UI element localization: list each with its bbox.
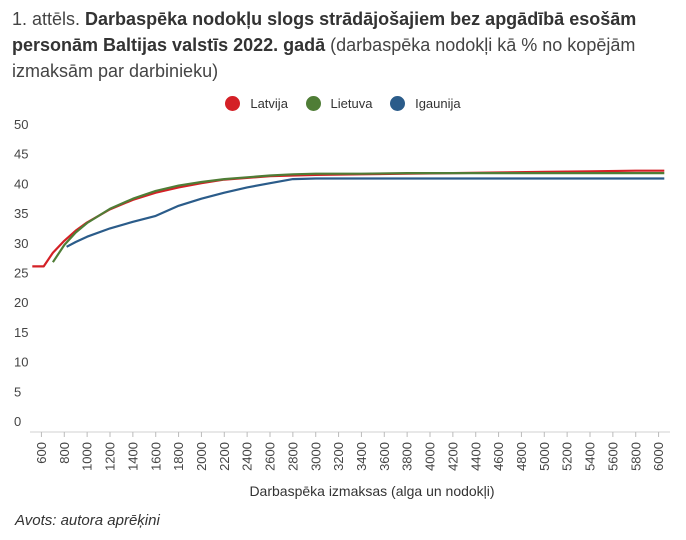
chart-lines	[32, 169, 665, 268]
x-tick-label: 2200	[217, 442, 232, 471]
y-tick-label: 5	[14, 384, 21, 399]
legend-label-latvija: Latvija	[250, 96, 288, 111]
x-tick-label: 2600	[263, 442, 278, 471]
x-tick-label: 1800	[171, 442, 186, 471]
x-tick-label: 3000	[308, 442, 323, 471]
legend: Latvija Lietuva Igaunija	[0, 96, 686, 114]
x-tick-label: 4400	[468, 442, 483, 471]
y-tick-label: 15	[14, 325, 28, 340]
x-tick-label: 1000	[80, 442, 95, 471]
series-line-igaunija	[66, 177, 665, 248]
y-tick-label: 50	[14, 117, 28, 132]
legend-marker-latvija	[225, 96, 241, 111]
y-tick-label: 20	[14, 295, 28, 310]
legend-marker-igaunija	[390, 96, 406, 111]
legend-item-igaunija[interactable]: Igaunija	[390, 96, 461, 111]
x-tick-label: 1200	[103, 442, 118, 471]
legend-marker-lietuva	[305, 96, 321, 111]
y-tick-label: 0	[14, 414, 21, 429]
x-tick-label: 600	[34, 442, 49, 464]
x-tick-label: 2400	[240, 442, 255, 471]
y-tick-label: 10	[14, 355, 28, 370]
x-tick-label: 3800	[400, 442, 415, 471]
x-tick-label: 5400	[583, 442, 598, 471]
source-note: Avots: autora aprēķini	[15, 512, 160, 529]
x-tick-label: 800	[57, 442, 72, 464]
x-tick-label: 5200	[560, 442, 575, 471]
x-tick-label: 3200	[331, 442, 346, 471]
x-tick-label: 2800	[285, 442, 300, 471]
legend-item-latvija[interactable]: Latvija	[225, 96, 288, 111]
x-tick-label: 4800	[514, 442, 529, 471]
y-tick-label: 30	[14, 236, 28, 251]
y-tick-label: 45	[14, 147, 28, 162]
x-tick-label: 4600	[491, 442, 506, 471]
figure-subtitle: (darbaspēka nodokļi kā % no kopējām izma…	[12, 35, 636, 81]
figure-title: 1. attēls. Darbaspēka nodokļu slogs strā…	[12, 6, 678, 84]
x-tick-label: 5000	[537, 442, 552, 471]
x-tick-label: 6000	[651, 442, 666, 471]
x-tick-label: 5600	[605, 442, 620, 471]
legend-label-igaunija: Igaunija	[415, 96, 461, 111]
legend-item-lietuva[interactable]: Lietuva	[305, 96, 373, 111]
series-line-lietuva	[51, 172, 665, 263]
x-tick-label: 3400	[354, 442, 369, 471]
y-tick-label: 40	[14, 176, 28, 191]
x-tick-label: 1600	[148, 442, 163, 471]
chart-axes: 0 5 10 15 20 25 30 35 40 45 50 600 800 1000 1200 1400 16…	[14, 117, 670, 471]
figure-prefix: 1. attēls.	[12, 9, 86, 29]
x-tick-label: 2000	[194, 442, 209, 471]
x-axis-title: Darbaspēka izmaksas (alga un nodokļi)	[249, 483, 494, 499]
y-tick-label: 25	[14, 266, 28, 281]
x-tick-label: 4200	[445, 442, 460, 471]
legend-label-lietuva: Lietuva	[330, 96, 373, 111]
series-line-latvija	[32, 169, 665, 268]
x-tick-label: 5800	[628, 442, 643, 471]
x-tick-label: 4000	[423, 442, 438, 471]
x-tick-label: 3600	[377, 442, 392, 471]
x-tick-label: 1400	[125, 442, 140, 471]
figure-title-bold: Darbaspēka nodokļu slogs strādājošajiem …	[12, 9, 637, 55]
y-tick-label: 35	[14, 206, 28, 221]
